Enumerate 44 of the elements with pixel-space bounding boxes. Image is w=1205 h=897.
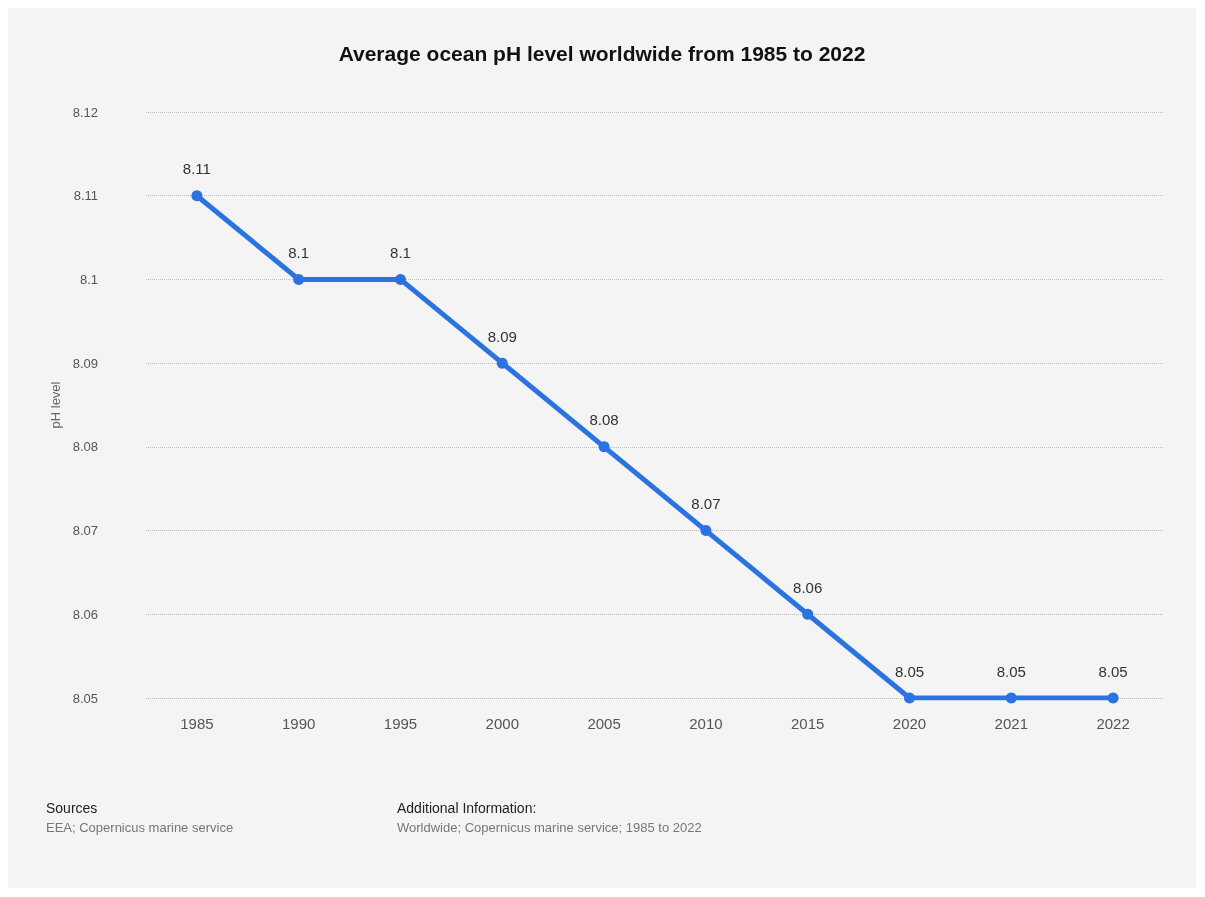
data-label: 8.1 <box>288 243 310 261</box>
x-tick-label: 1985 <box>180 715 214 732</box>
y-tick-label: 8.12 <box>72 104 98 120</box>
y-tick-label: 8.11 <box>73 188 98 204</box>
point <box>700 525 712 537</box>
y-tick-label: 8.07 <box>72 523 98 539</box>
point <box>802 608 814 620</box>
x-tick-label: 2015 <box>791 715 825 732</box>
data-label: 8.1 <box>390 243 411 261</box>
text: EEA; Copernicus marine service <box>46 820 234 835</box>
data-label: 8.05 <box>996 662 1026 680</box>
y-tick-label: 8.1 <box>79 271 98 287</box>
data-label: 8.09 <box>487 327 517 345</box>
x-tick-label: 1990 <box>282 715 316 732</box>
data-label: 8.11 <box>182 160 211 178</box>
data-label: 8.06 <box>793 578 823 596</box>
x-tick-label: 2010 <box>689 715 723 732</box>
point <box>1005 692 1017 704</box>
x-tick-label: 2000 <box>485 715 519 732</box>
y-tick-label: 8.06 <box>72 606 98 622</box>
y-tick-label: 8.09 <box>72 355 98 371</box>
x-tick-label: 2022 <box>1096 715 1130 732</box>
data-label: 8.05 <box>894 662 925 680</box>
y-axis-title: pH level <box>47 381 63 429</box>
point <box>904 692 915 704</box>
text: Sources <box>46 800 98 816</box>
point <box>395 273 406 285</box>
data-label: 8.07 <box>691 495 721 513</box>
x-tick-label: 2020 <box>892 715 927 732</box>
data-label: 8.08 <box>589 411 619 429</box>
point <box>191 190 203 202</box>
point <box>1107 692 1119 704</box>
point <box>496 357 508 369</box>
data-label: 8.05 <box>1098 662 1128 680</box>
point <box>293 273 305 285</box>
y-tick-label: 8.08 <box>72 439 98 455</box>
text: Worldwide; Copernicus marine service; 1985 to 2022 <box>397 820 702 835</box>
y-tick-label: 8.05 <box>72 690 98 706</box>
x-tick-label: 2021 <box>994 715 1028 732</box>
point <box>598 441 610 453</box>
chart-title: Average ocean pH level worldwide from 1985 to 2022 <box>338 42 866 65</box>
x-tick-label: 2005 <box>587 715 621 732</box>
x-tick-label: 1995 <box>383 715 418 732</box>
text: Additional Information: <box>397 800 537 816</box>
